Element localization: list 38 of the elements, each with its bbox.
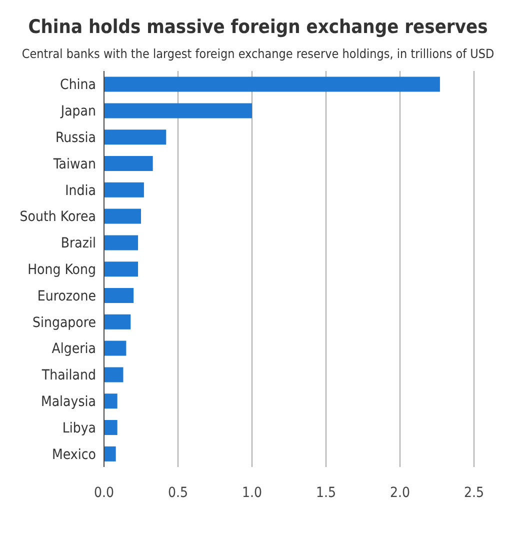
bar [104, 314, 131, 330]
y-tick-label: Thailand [40, 368, 96, 384]
bar [104, 367, 124, 382]
x-tick-label: 2.0 [390, 484, 410, 501]
x-tick-label: 0.5 [168, 484, 188, 501]
y-tick-label: India [65, 182, 96, 199]
y-tick-label: Algeria [52, 341, 96, 358]
y-tick-label: Taiwan [52, 156, 96, 172]
bar [104, 420, 118, 436]
x-tick-label: 2.5 [464, 484, 484, 501]
y-tick-label: China [60, 77, 96, 94]
bar [104, 235, 138, 250]
bar [104, 76, 440, 92]
y-tick-label: Eurozone [37, 288, 96, 304]
bar [104, 156, 153, 172]
bar [104, 130, 166, 145]
y-tick-label: South Korea [20, 209, 96, 226]
bar [104, 103, 252, 118]
x-tick-label: 1.0 [242, 484, 262, 501]
x-tick-label: 0.0 [94, 484, 114, 501]
y-tick-label: Hong Kong [28, 262, 96, 278]
chart-subtitle: Central banks with the largest foreign exchange reserve holdings, in trillions of USD [20, 46, 496, 61]
y-tick-label: Malaysia [40, 394, 96, 410]
y-tick-label: Brazil [60, 236, 96, 252]
y-tick-label: Libya [62, 420, 96, 436]
bar [104, 182, 144, 198]
bar [104, 262, 138, 277]
x-tick-label: 1.5 [316, 484, 336, 501]
bar [104, 394, 118, 409]
bar [104, 340, 126, 356]
y-tick-label: Mexico [52, 446, 96, 463]
chart-title: China holds massive foreign exchange reserves [27, 15, 489, 38]
y-tick-label: Russia [56, 130, 96, 146]
y-tick-label: Singapore [32, 314, 96, 331]
bar [104, 446, 116, 462]
y-tick-label: Japan [60, 104, 96, 120]
bar [104, 208, 141, 224]
bar [104, 288, 134, 304]
